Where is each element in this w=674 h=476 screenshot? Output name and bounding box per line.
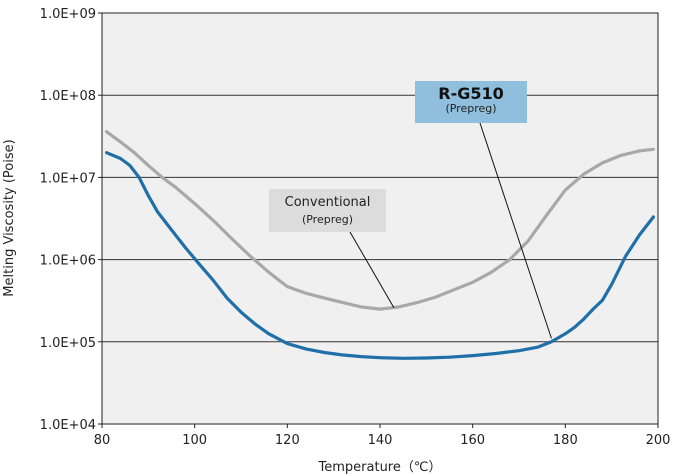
callout-title: R-G510: [438, 84, 504, 103]
x-tick-label: 100: [182, 433, 207, 448]
y-tick-label: 1.0E+07: [40, 171, 96, 186]
callout-conventional: Conventional (Prepreg): [269, 189, 395, 308]
x-tick-label: 160: [460, 433, 485, 448]
y-tick-label: 1.0E+09: [40, 7, 96, 22]
x-tick-label: 200: [646, 433, 671, 448]
callout-box: [415, 81, 527, 123]
callout-subtitle: (Prepreg): [445, 102, 496, 115]
callout-leader-line: [349, 231, 395, 308]
x-axis-title: Temperature（℃）: [318, 460, 442, 475]
x-axis-ticks: 80 100 120 140 160 180 200: [94, 424, 671, 448]
y-axis-ticks: 1.0E+04 1.0E+05 1.0E+06 1.0E+07 1.0E+08 1.0E+…: [40, 7, 102, 433]
annotation-layer: R-G510(Prepreg)Conventional(Prepreg): [269, 81, 552, 339]
y-tick-label: 1.0E+08: [40, 89, 96, 104]
y-tick-label: 1.0E+05: [40, 336, 96, 351]
callout-box: [269, 189, 386, 232]
y-tick-label: 1.0E+06: [40, 254, 96, 269]
callout-title: Conventional: [285, 195, 371, 210]
x-tick-label: 120: [275, 433, 300, 448]
callout-r-g510: R-G510(Prepreg): [415, 81, 552, 339]
callout-subtitle: (Prepreg): [302, 213, 353, 226]
callout-leader-line: [479, 122, 552, 339]
y-tick-label: 1.0E+04: [40, 418, 96, 433]
x-tick-label: 180: [553, 433, 578, 448]
x-tick-label: 140: [368, 433, 393, 448]
x-tick-label: 80: [94, 433, 111, 448]
series-lines: [104, 130, 656, 360]
y-axis-title: Melting Viscosity (Poise): [2, 139, 17, 296]
series-line-conventional: [104, 130, 656, 311]
series-line-r-g510: [104, 151, 656, 360]
